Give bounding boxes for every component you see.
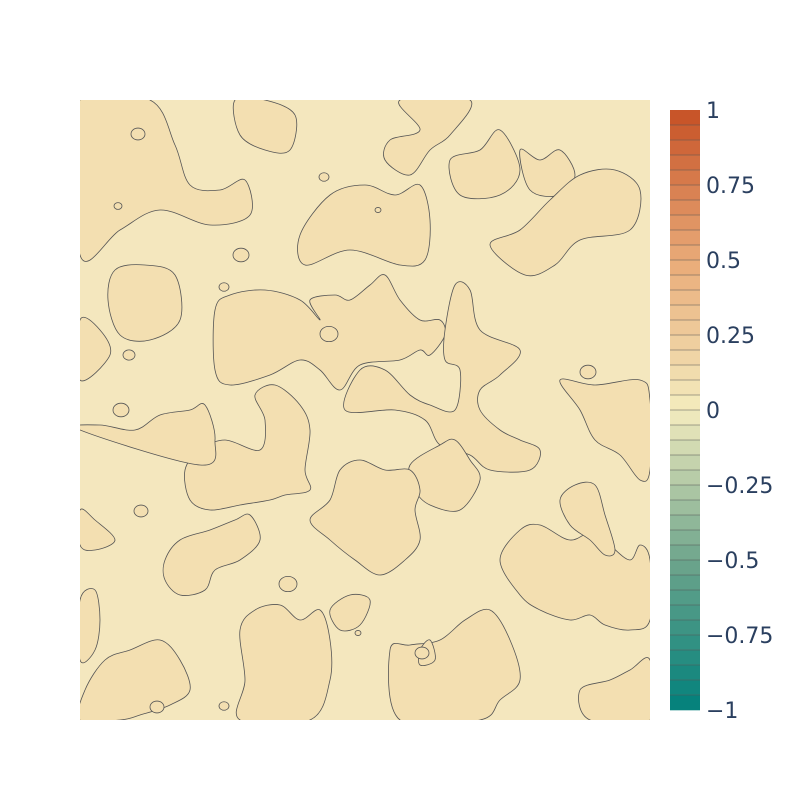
contour-region: [489, 168, 642, 277]
contour-region: [235, 604, 333, 720]
colorbar-band: [670, 320, 700, 336]
contour-region: [80, 639, 191, 720]
contour-island: [319, 325, 339, 343]
plot-area: [80, 100, 650, 720]
colorbar-band: [670, 575, 700, 591]
colorbar-tick-label: −0.25: [706, 474, 773, 499]
colorbar-band: [670, 485, 700, 501]
colorbar-band: [670, 380, 700, 396]
contour-region: [80, 100, 253, 262]
colorbar-tick-label: −0.75: [706, 624, 773, 649]
contour-region: [559, 481, 616, 557]
colorbar-band: [670, 605, 700, 621]
colorbar-band: [670, 650, 700, 666]
colorbar-band: [670, 530, 700, 546]
colorbar-band: [670, 455, 700, 471]
contour-island: [218, 282, 230, 292]
colorbar-band: [670, 515, 700, 531]
colorbar-band: [670, 230, 700, 246]
colorbar-band: [670, 440, 700, 456]
colorbar-band: [670, 260, 700, 276]
colorbar-tick-label: −0.5: [706, 549, 759, 574]
contour-region: [388, 608, 521, 720]
colorbar-band: [670, 410, 700, 426]
contour-region: [309, 459, 421, 576]
colorbar-band: [670, 275, 700, 291]
colorbar-band: [670, 350, 700, 366]
colorbar-band: [670, 140, 700, 156]
colorbar-tick-label: 0.25: [706, 324, 755, 349]
colorbar-band: [670, 245, 700, 261]
contour-region: [80, 508, 116, 551]
contour-island: [133, 504, 149, 518]
colorbar-band: [670, 545, 700, 561]
colorbar: 1 0.75 0.5 0.25 0 −0.25 −0.5 −0.75 −1: [670, 99, 773, 724]
contour-region: [80, 588, 101, 664]
colorbar-band: [670, 215, 700, 231]
contour-region: [343, 281, 541, 473]
contour-island: [130, 127, 146, 141]
contour-island: [318, 172, 330, 182]
colorbar-band: [670, 200, 700, 216]
contour-island: [414, 646, 430, 660]
colorbar-band: [670, 590, 700, 606]
colorbar-tick-label: 0.75: [706, 174, 755, 199]
contour-region: [297, 183, 431, 267]
contour-region: [232, 100, 298, 154]
contour-island: [112, 402, 130, 418]
colorbar-band: [670, 665, 700, 681]
contour-island: [232, 247, 250, 263]
contour-region: [519, 148, 576, 197]
contour-island: [149, 700, 165, 714]
colorbar-band: [670, 395, 700, 411]
colorbar-band: [670, 425, 700, 441]
colorbar-band: [670, 500, 700, 516]
colorbar-tick-label: 1: [706, 99, 720, 124]
contour-island: [278, 575, 298, 593]
colorbar-band: [670, 305, 700, 321]
contour-island: [122, 349, 136, 361]
colorbar-tick-label: 0.5: [706, 249, 741, 274]
colorbar-band: [670, 290, 700, 306]
contour-island: [374, 207, 382, 213]
contour-island: [113, 202, 123, 210]
colorbar-band: [670, 185, 700, 201]
colorbar-band: [670, 125, 700, 141]
colorbar-band: [670, 680, 700, 696]
colorbar-band: [670, 560, 700, 576]
colorbar-band: [670, 470, 700, 486]
contour-region: [184, 384, 312, 511]
colorbar-tick-label: −1: [706, 699, 738, 724]
colorbar-band: [670, 170, 700, 186]
colorbar-band: [670, 155, 700, 171]
colorbar-band: [670, 620, 700, 636]
contour-region: [448, 129, 521, 200]
contour-region: [559, 378, 650, 482]
colorbar-band: [670, 335, 700, 351]
colorbar-band: [670, 365, 700, 381]
colorbar-tick-label: 0: [706, 399, 720, 424]
contour-region: [80, 403, 217, 466]
contour-region: [107, 264, 183, 342]
contour-region: [383, 100, 473, 176]
colorbar-band: [670, 110, 700, 126]
contour-island: [354, 630, 362, 636]
contour-regions: [80, 100, 650, 720]
colorbar-band: [670, 635, 700, 651]
contour-region: [80, 316, 112, 382]
contour-island: [218, 701, 230, 711]
colorbar-band: [670, 695, 700, 711]
contour-region: [162, 513, 261, 596]
contour-island: [579, 364, 597, 380]
colorbar-tick-labels: 1 0.75 0.5 0.25 0 −0.25 −0.5 −0.75 −1: [706, 99, 773, 724]
contour-region: [578, 657, 650, 720]
contour-region: [329, 593, 371, 632]
colorbar-bands: [670, 110, 700, 711]
